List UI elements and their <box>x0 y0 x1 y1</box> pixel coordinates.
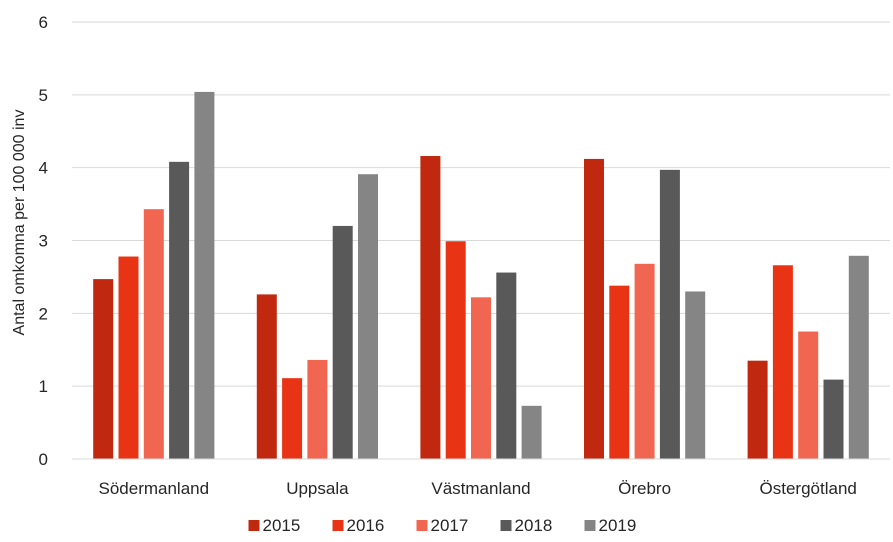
bar-2016 <box>609 285 630 459</box>
x-axis-categories: Södermanland Uppsala Västmanland Örebro Öste… <box>99 479 857 498</box>
x-category-label: Södermanland <box>99 479 210 498</box>
x-category-label: Örebro <box>618 479 671 498</box>
bar-2017 <box>143 209 164 459</box>
bar-2016 <box>118 256 139 459</box>
y-tick-label: 1 <box>39 377 48 396</box>
bar-2017 <box>307 359 328 459</box>
legend-swatch-2016 <box>332 520 344 531</box>
legend-label-2015: 2015 <box>263 516 301 535</box>
y-tick-label: 6 <box>39 13 48 32</box>
bar-2019 <box>521 405 542 459</box>
bar-2018 <box>332 225 353 459</box>
legend-label-2016: 2016 <box>347 516 385 535</box>
legend-swatch-2019 <box>584 520 596 531</box>
legend-swatch-2018 <box>500 520 512 531</box>
x-category-label: Östergötland <box>760 479 857 498</box>
legend-label-2018: 2018 <box>515 516 553 535</box>
bar-2016 <box>282 378 303 459</box>
legend: 2015 2016 2017 2018 2019 <box>248 516 637 535</box>
x-category-label: Uppsala <box>286 479 349 498</box>
bar-2016 <box>772 265 793 459</box>
bar-2015 <box>747 360 768 459</box>
legend-label-2017: 2017 <box>431 516 469 535</box>
y-tick-label: 0 <box>39 450 48 469</box>
y-tick-label: 4 <box>39 159 48 178</box>
y-tick-label: 5 <box>39 86 48 105</box>
bar-2015 <box>584 158 604 459</box>
y-axis-label: Antal omkomna per 100 000 inv <box>11 110 28 336</box>
y-tick-label: 3 <box>39 232 48 251</box>
bar-2016 <box>445 241 466 459</box>
y-tick-label: 2 <box>39 304 48 323</box>
bar-2015 <box>420 156 441 459</box>
bar-2018 <box>659 169 680 459</box>
legend-swatch-2017 <box>416 520 428 531</box>
legend-swatch-2015 <box>248 520 260 531</box>
bar-2018 <box>169 161 190 459</box>
bar-2019 <box>194 91 215 460</box>
bar-2018 <box>823 379 844 459</box>
bar-2017 <box>634 263 655 459</box>
bars <box>93 91 869 460</box>
bar-2017 <box>471 297 491 459</box>
x-category-label: Västmanland <box>431 479 530 498</box>
legend-label-2019: 2019 <box>599 516 637 535</box>
bar-2019 <box>685 291 706 459</box>
bar-2019 <box>358 174 378 459</box>
bar-2018 <box>496 272 517 459</box>
bar-2017 <box>798 331 819 459</box>
bar-2015 <box>256 294 277 459</box>
y-axis-ticks: 0 1 2 3 4 5 6 <box>39 13 48 469</box>
bar-2019 <box>848 255 869 459</box>
bar-2015 <box>93 279 114 459</box>
